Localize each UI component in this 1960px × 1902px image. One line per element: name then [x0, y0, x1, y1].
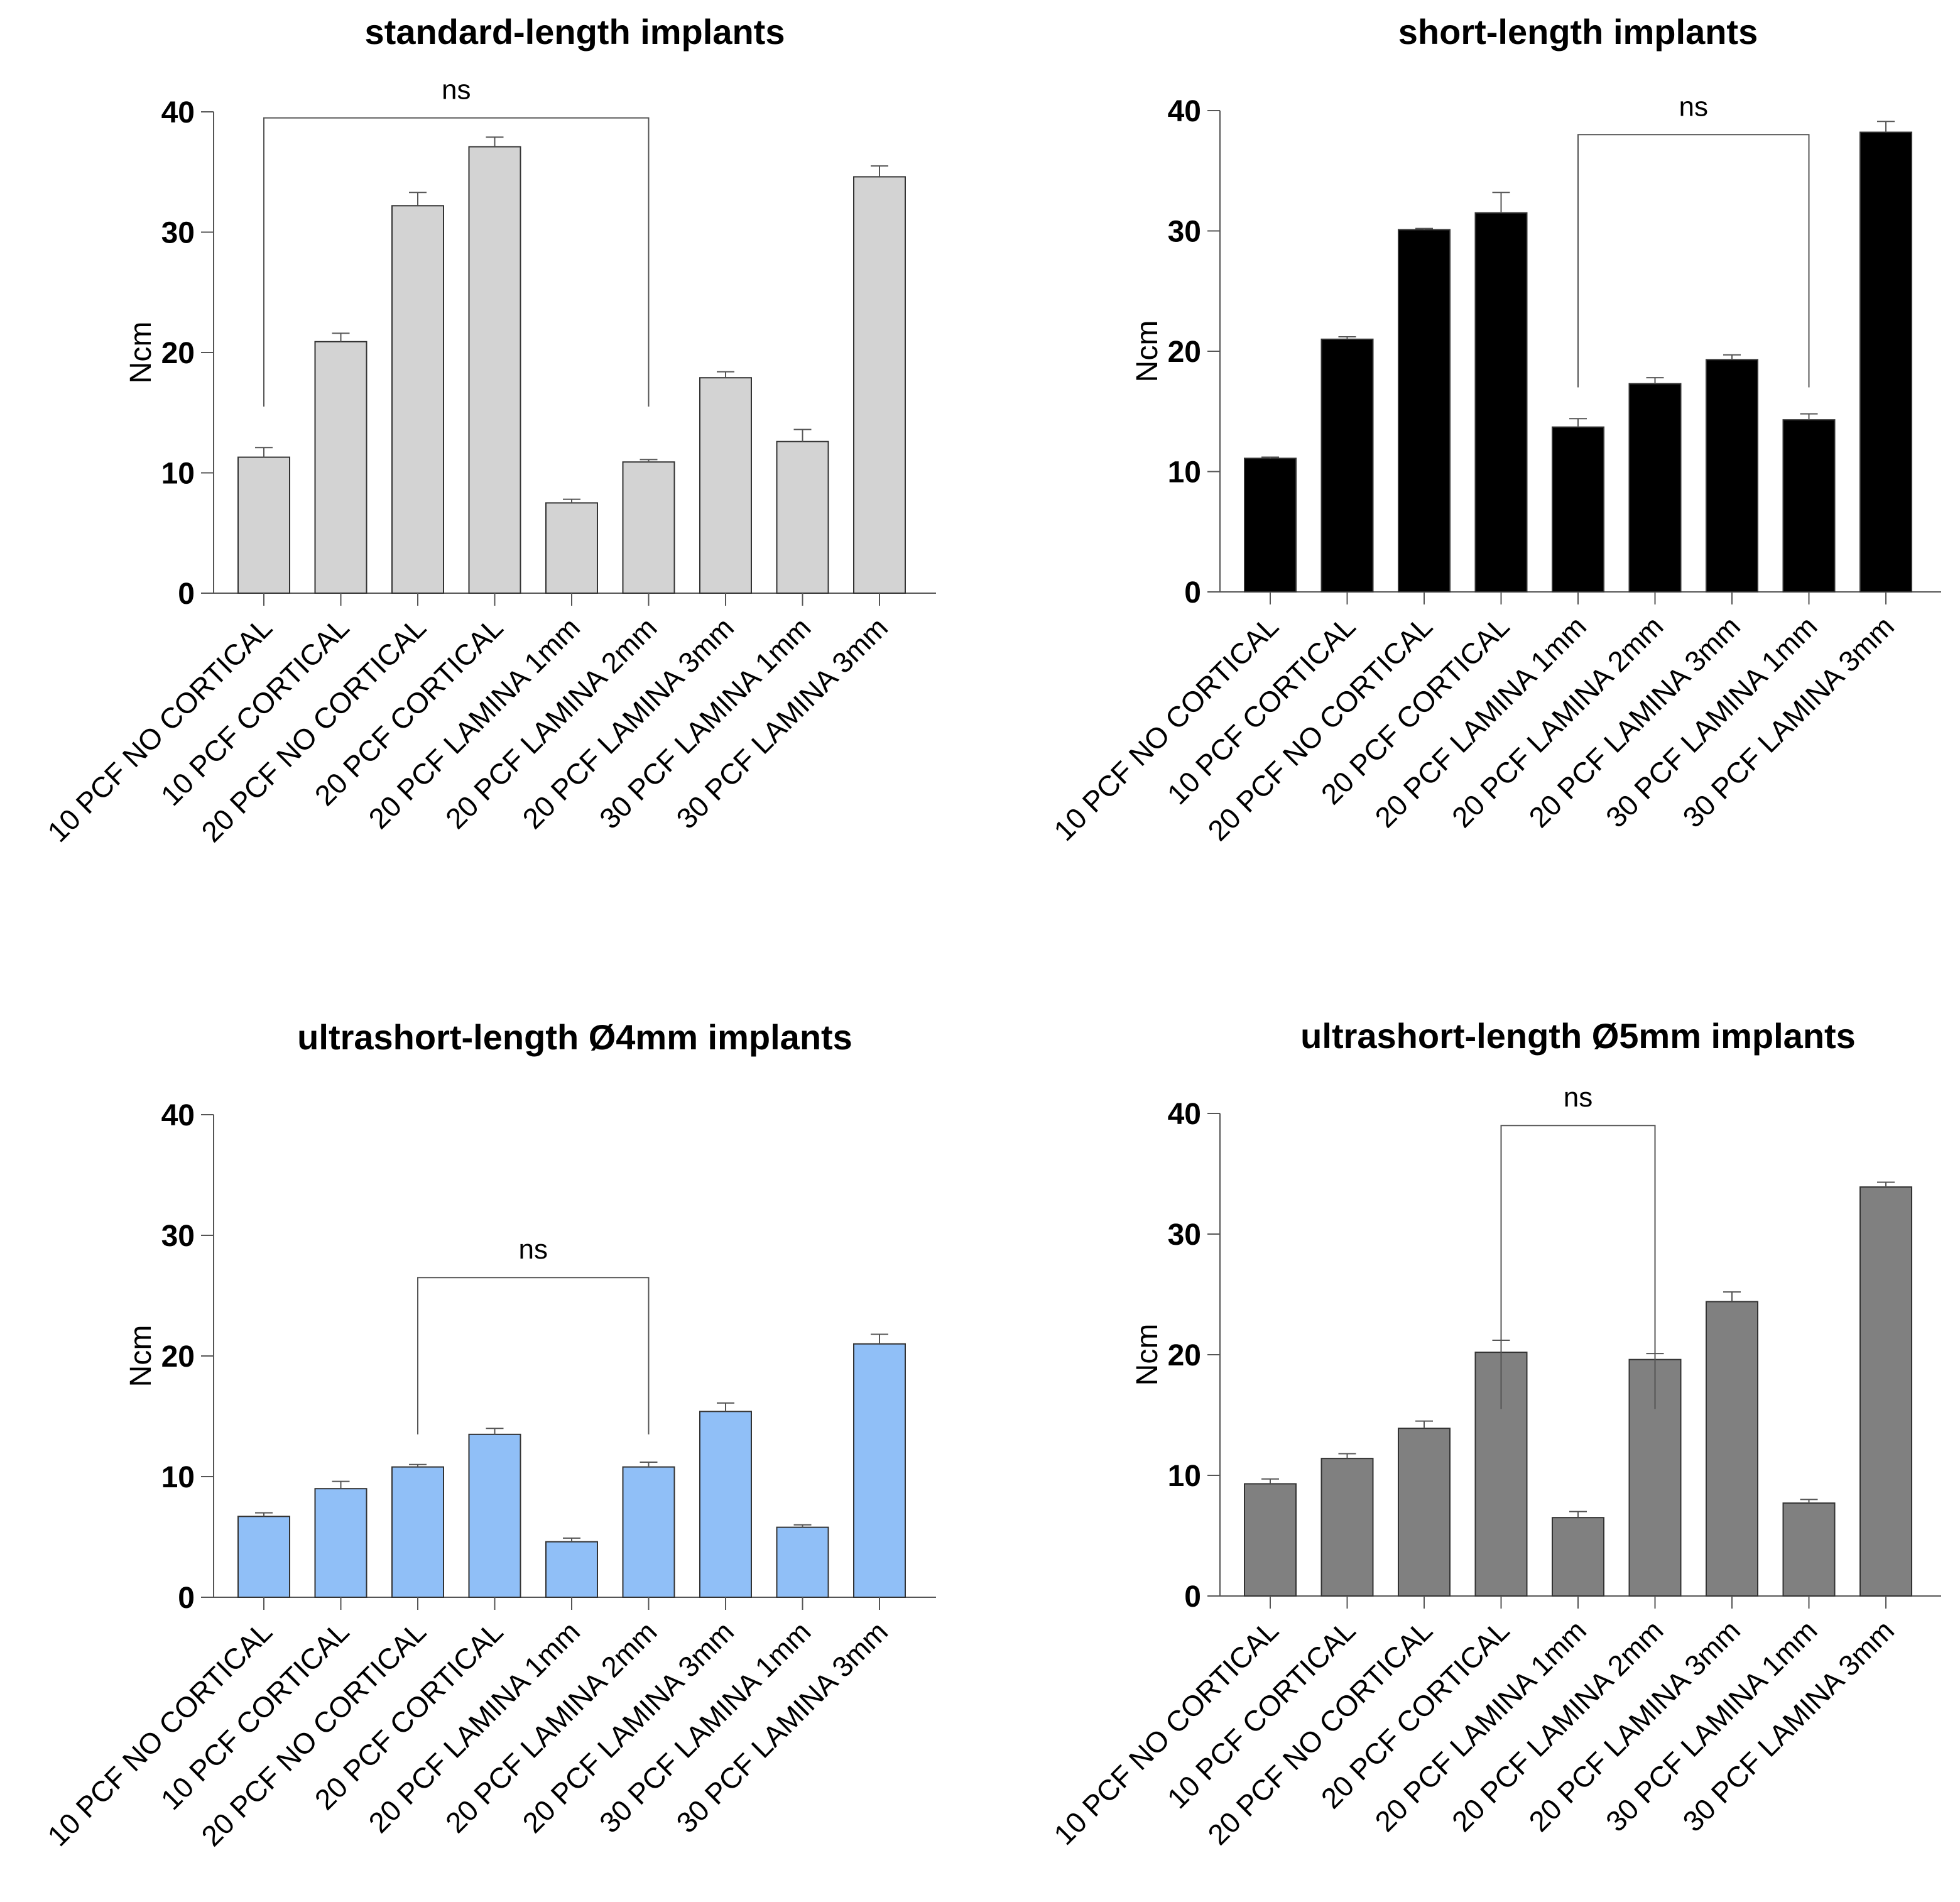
chart-title: ultrashort-length Ø5mm implants: [1300, 1016, 1856, 1056]
bar: [853, 176, 906, 594]
chart-title: standard-length implants: [365, 12, 785, 52]
bar: [1320, 1458, 1374, 1597]
bar: [699, 1411, 752, 1599]
significance-label: ns: [442, 75, 471, 106]
bar: [699, 377, 752, 594]
bar: [1244, 1483, 1297, 1597]
y-tick-label: 0: [1184, 576, 1201, 609]
bar: [1706, 1301, 1758, 1597]
bar: [1859, 131, 1912, 593]
chart-panel-4: ultrashort-length Ø5mm implants 0 10 20 30 40…: [1047, 1016, 1941, 1851]
bar: [468, 146, 521, 594]
y-tick-label: 0: [1184, 1580, 1201, 1614]
y-tick-label: 30: [161, 1220, 195, 1253]
y-tick-label: 10: [1168, 1460, 1201, 1493]
y-axis-label: Ncm: [1131, 320, 1164, 383]
y-tick-label: 0: [178, 577, 195, 611]
bar: [1474, 212, 1528, 593]
y-tick-label: 40: [161, 1099, 195, 1132]
bar: [1552, 426, 1604, 593]
y-tick-label: 30: [1168, 216, 1201, 249]
y-tick-label: 20: [1168, 1339, 1201, 1372]
bar: [468, 1433, 521, 1599]
bar: [776, 1526, 829, 1598]
y-tick-label: 30: [1168, 1218, 1201, 1252]
bar: [622, 1466, 675, 1598]
bar: [1782, 419, 1836, 593]
y-tick-label: 20: [161, 337, 195, 370]
bar: [391, 205, 444, 594]
bar: [1552, 1517, 1604, 1597]
significance-label: ns: [1564, 1082, 1592, 1113]
y-axis-label: Ncm: [1131, 1324, 1164, 1386]
bar: [314, 341, 368, 594]
bar: [545, 502, 598, 594]
significance-bracket: [1500, 1125, 1656, 1409]
y-tick-label: 20: [1168, 336, 1201, 369]
y-tick-label: 10: [1168, 456, 1201, 489]
y-tick-label: 10: [161, 457, 195, 491]
bar: [545, 1541, 598, 1598]
y-axis-label: Ncm: [124, 1325, 158, 1387]
bar: [314, 1488, 368, 1598]
y-tick-label: 20: [161, 1340, 195, 1374]
significance-label: ns: [519, 1234, 548, 1265]
bar: [1398, 229, 1451, 593]
bar: [1244, 457, 1297, 593]
bar: [237, 1516, 290, 1599]
bar: [1398, 1428, 1451, 1597]
bar: [853, 1343, 906, 1599]
bar: [1628, 383, 1682, 593]
bar: [391, 1466, 444, 1598]
y-tick-label: 10: [161, 1461, 195, 1494]
chart-title: short-length implants: [1398, 12, 1758, 52]
y-tick-label: 0: [178, 1582, 195, 1615]
bar: [1782, 1502, 1836, 1597]
chart-panel-3: ultrashort-length Ø4mm implants 0 10 20 30 40…: [41, 1017, 936, 1852]
bar: [1320, 338, 1374, 593]
y-tick-label: 40: [1168, 1098, 1201, 1131]
y-tick-label: 30: [161, 217, 195, 250]
y-tick-label: 40: [1168, 95, 1201, 128]
bar: [622, 461, 675, 594]
bar: [1859, 1186, 1912, 1597]
y-tick-label: 40: [161, 96, 195, 129]
significance-bracket: [417, 1277, 650, 1435]
bar: [237, 456, 290, 594]
significance-bracket: [263, 117, 650, 407]
significance-bracket: [1577, 134, 1810, 388]
bar: [776, 440, 829, 594]
bar: [1706, 359, 1758, 593]
chart-title: ultrashort-length Ø4mm implants: [297, 1017, 852, 1057]
significance-label: ns: [1679, 91, 1708, 122]
y-axis-label: Ncm: [124, 322, 158, 384]
